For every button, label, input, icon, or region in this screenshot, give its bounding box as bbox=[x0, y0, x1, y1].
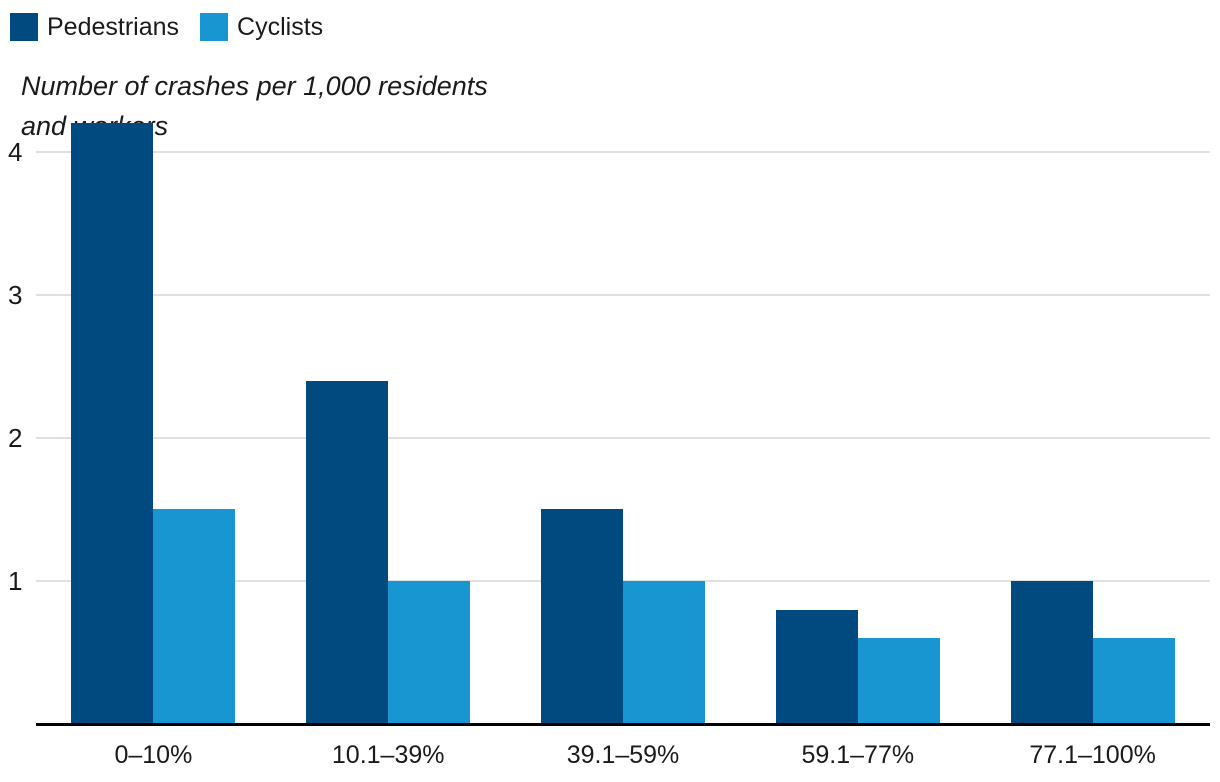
legend-item-cyclists: Cyclists bbox=[200, 13, 323, 41]
legend-item-pedestrians: Pedestrians bbox=[10, 13, 179, 41]
legend-label-pedestrians: Pedestrians bbox=[47, 13, 180, 41]
gridline-y-4 bbox=[36, 151, 1210, 153]
legend-label-cyclists: Cyclists bbox=[237, 13, 324, 41]
bar-cyclists-1 bbox=[153, 509, 235, 724]
bar-cyclists-5 bbox=[1093, 638, 1175, 724]
x-axis-label-3: 39.1–59% bbox=[566, 741, 680, 769]
legend: Pedestrians Cyclists bbox=[10, 13, 323, 41]
bar-cyclists-3 bbox=[623, 581, 705, 724]
pedestrians-color-swatch-icon bbox=[10, 13, 38, 41]
bar-pedestrians-3 bbox=[541, 509, 623, 724]
y-tick-label-1: 1 bbox=[8, 566, 23, 596]
cyclists-color-swatch-icon bbox=[200, 13, 229, 41]
bar-cyclists-2 bbox=[388, 581, 470, 724]
bar-cyclists-4 bbox=[858, 638, 940, 724]
gridline-y-2 bbox=[36, 437, 1210, 439]
x-axis-line bbox=[36, 723, 1210, 726]
bar-pedestrians-4 bbox=[776, 610, 858, 724]
x-axis-label-1: 0–10% bbox=[114, 741, 193, 769]
y-tick-label-3: 3 bbox=[8, 280, 23, 310]
bar-pedestrians-5 bbox=[1011, 581, 1093, 724]
bar-pedestrians-2 bbox=[306, 381, 388, 724]
y-tick-label-2: 2 bbox=[8, 423, 23, 453]
x-axis-label-4: 59.1–77% bbox=[801, 741, 915, 769]
x-axis-label-2: 10.1–39% bbox=[331, 741, 445, 769]
gridline-y-3 bbox=[36, 294, 1210, 296]
bar-pedestrians-1 bbox=[71, 123, 153, 724]
y-tick-label-4: 4 bbox=[8, 137, 23, 167]
x-axis-label-5: 77.1–100% bbox=[1029, 741, 1156, 769]
